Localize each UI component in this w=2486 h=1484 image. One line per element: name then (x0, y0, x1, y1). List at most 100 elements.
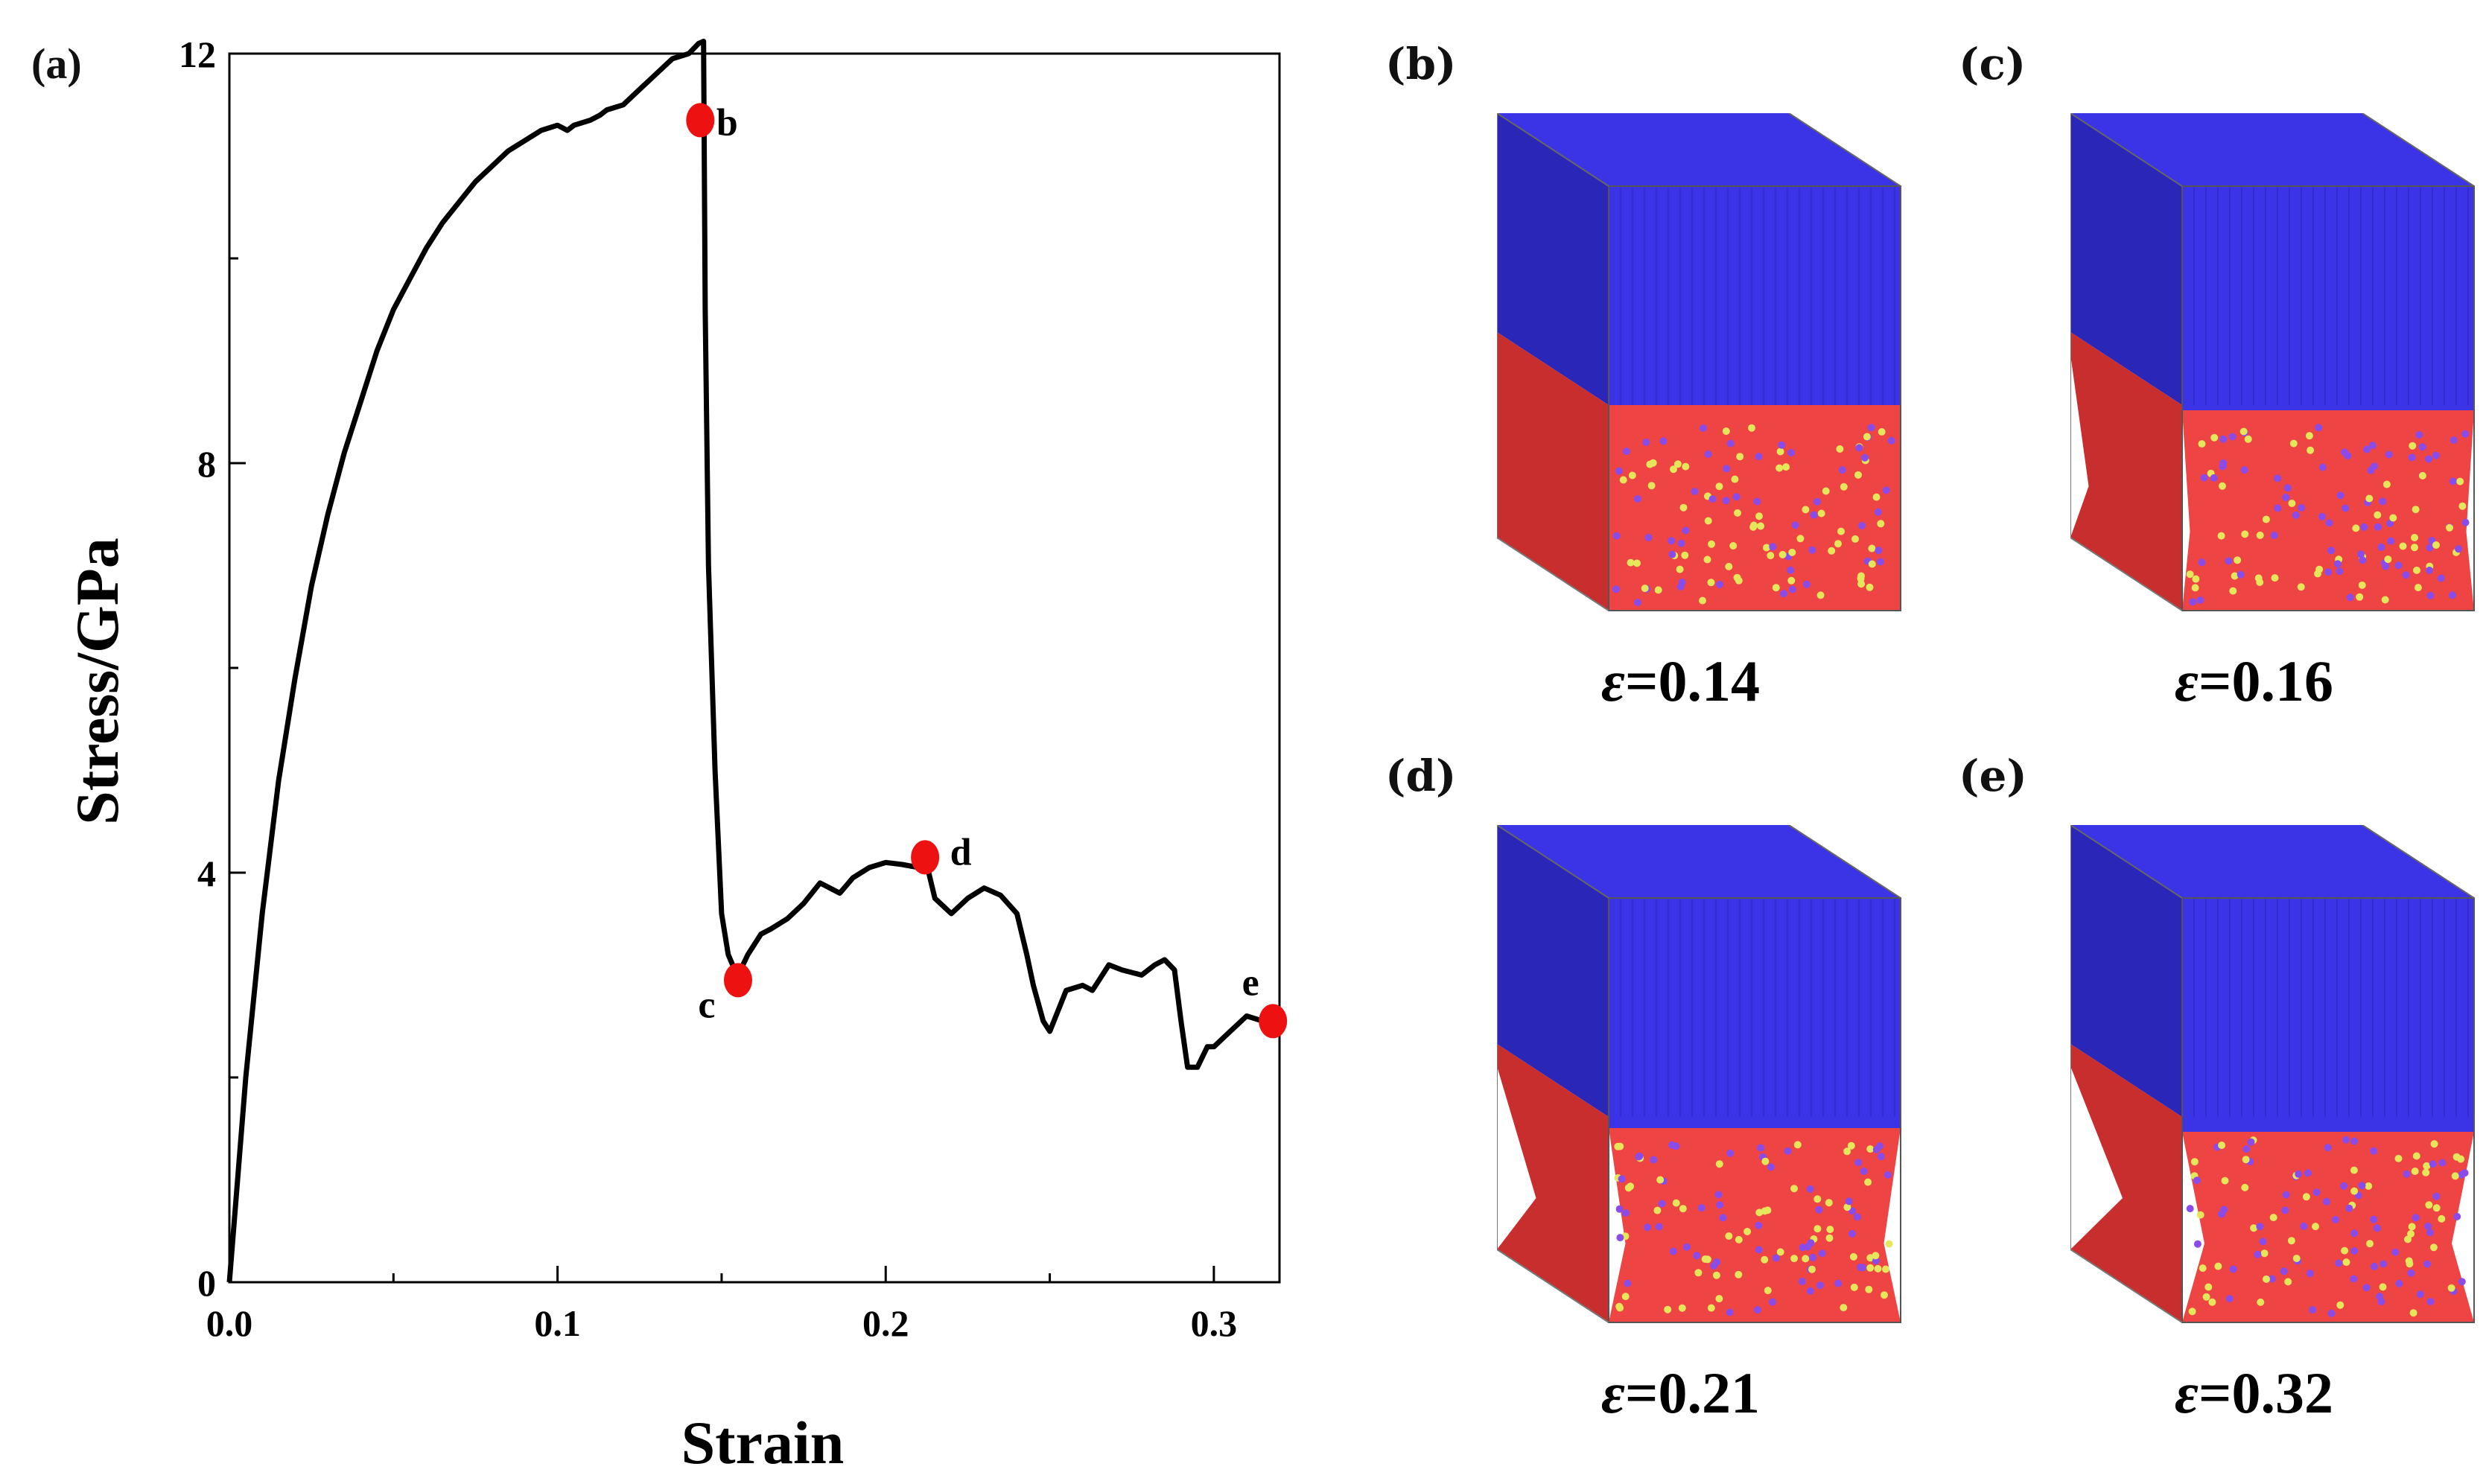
atom-dot (2425, 455, 2432, 463)
box-edge (1497, 1249, 1609, 1323)
box-side-lower (1497, 1044, 1609, 1322)
atom-dot (2318, 463, 2327, 471)
atom-dot (1654, 586, 1662, 594)
atom-dot (2256, 1223, 2264, 1231)
x-tick-label: 0.1 (534, 1302, 581, 1344)
chart-axes: 0.0 0.1 0.2 0.3 0 4 8 12 (179, 34, 1281, 1344)
atom-dot (1767, 552, 1775, 560)
atom-dot (1810, 511, 1818, 519)
box-side-lower (1497, 332, 1609, 611)
atom-dot (1860, 1168, 1868, 1175)
atom-dot (2304, 1169, 2312, 1177)
atom-dot (1776, 448, 1784, 456)
atom-dot (2374, 511, 2382, 519)
atom-dot (1755, 512, 1763, 520)
atom-dot (1655, 1223, 1663, 1231)
atom-dot (2379, 497, 2387, 506)
atom-dot (2391, 1248, 2400, 1256)
atom-dot (1854, 1159, 1863, 1167)
atom-dot (2426, 1229, 2434, 1237)
atom-dot (2312, 1223, 2319, 1231)
atom-dot (1757, 1144, 1765, 1152)
atom-dot (2192, 575, 2200, 583)
atom-dot (2256, 579, 2264, 586)
atom-dot (2429, 1243, 2438, 1252)
atom-dot (2341, 1246, 2349, 1255)
atom-dot (1876, 1142, 1883, 1150)
atom-dot (2409, 1309, 2417, 1317)
box-side-lower (2070, 332, 2182, 611)
atom-dot (2186, 1205, 2194, 1213)
atom-dot (1802, 1255, 1810, 1263)
atom-dot (2242, 1156, 2250, 1164)
box-front-frame (2181, 897, 2475, 1323)
atom-dot (2379, 1260, 2388, 1268)
atom-dot (1807, 1239, 1815, 1247)
atom-dot (1616, 1142, 1624, 1150)
atom-dot (2284, 1278, 2292, 1286)
atom-dot (1723, 465, 1731, 473)
atom-dot (1769, 543, 1777, 551)
epsilon-symbol: ε (1601, 1360, 1625, 1425)
atom-dot (1755, 1221, 1763, 1229)
atom-dot (1634, 599, 1641, 607)
atom-dot (2455, 545, 2462, 553)
atom-dot (1672, 1142, 1680, 1150)
atomic-snapshot (1497, 825, 1901, 1323)
atom-dot (2225, 1295, 2234, 1303)
atom-dot (2456, 477, 2464, 485)
atom-dot (2411, 1168, 2419, 1175)
atom-dot (2307, 446, 2315, 454)
atom-dot (2350, 1137, 2359, 1145)
atom-dot (2298, 504, 2306, 512)
atom-dot (1764, 1287, 1772, 1295)
atom-dot (2309, 1306, 2317, 1314)
atom-dot (2461, 518, 2470, 526)
atom-dot (1840, 483, 1848, 491)
atom-dot (2430, 1140, 2438, 1148)
atom-dot (2423, 1260, 2431, 1268)
atom-dot (2196, 596, 2204, 604)
atom-dot (1735, 1270, 1743, 1278)
atom-dot (1816, 1281, 1825, 1290)
atom-dot (2407, 1230, 2415, 1238)
atom-dot (1719, 1214, 1727, 1222)
atom-dot (2268, 1275, 2276, 1283)
y-axis-title: Stress/GPa (63, 538, 131, 825)
atom-dot (1853, 1213, 1861, 1221)
atom-dot (1725, 1232, 1733, 1240)
atom-dot (1802, 580, 1811, 588)
box-edge (1497, 537, 1609, 611)
atom-dot (1836, 445, 1844, 453)
atom-dot (1806, 1185, 1814, 1193)
atom-dot (1872, 493, 1881, 501)
atom-dot (2399, 542, 2407, 550)
atom-dot (1845, 1197, 1853, 1206)
atom-dot (1887, 436, 1895, 445)
atom-dot (2292, 1255, 2301, 1262)
atom-dot (2461, 1169, 2469, 1177)
atom-dot (1787, 449, 1796, 456)
atom-dot (1848, 1207, 1857, 1215)
atom-dot (1644, 1223, 1652, 1232)
strain-value: =0.21 (1625, 1360, 1760, 1425)
atom-dot (2382, 562, 2390, 570)
atom-dot (2457, 1155, 2465, 1163)
atom-dot (1817, 509, 1825, 518)
atom-dot (2446, 523, 2453, 532)
atom-dot (1664, 1305, 1672, 1313)
box-front-lower (1609, 405, 1901, 611)
atom-dot (1708, 540, 1715, 548)
atom-dot (1866, 1145, 1875, 1153)
atom-dot (1813, 1225, 1822, 1233)
atom-dot (2244, 435, 2252, 443)
atom-dot (1703, 555, 1711, 564)
atom-dot (1866, 1264, 1875, 1272)
atom-dot (2289, 439, 2298, 448)
atom-dot (2458, 502, 2467, 510)
atom-dot (1818, 1249, 1826, 1258)
atom-dot (2314, 570, 2321, 578)
atom-dot (2229, 1265, 2237, 1273)
atom-dot (1858, 1264, 1866, 1272)
